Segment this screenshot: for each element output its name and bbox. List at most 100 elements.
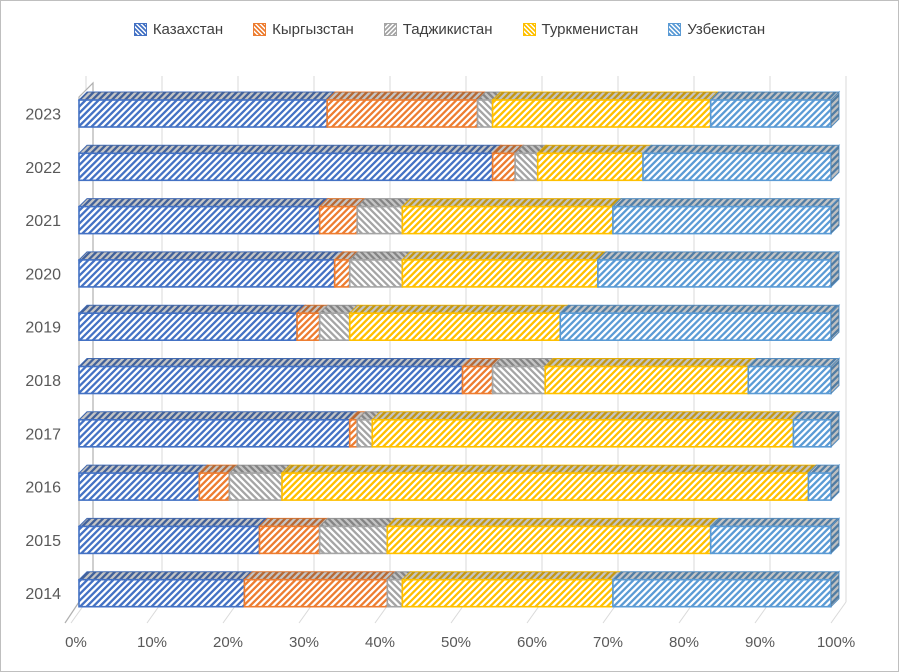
- legend-item-tajikistan: Таджикистан: [383, 21, 493, 38]
- legend-swatch-tajikistan-icon: [383, 23, 397, 36]
- bar-row-2021: 2021: [25, 197, 841, 235]
- x-tick-label: 60%: [517, 634, 547, 651]
- bar-side-face: [830, 410, 840, 449]
- bar-2014-kazakhstan: [77, 571, 254, 608]
- bar-2016-turkmenistan: [280, 464, 818, 501]
- bar-row-2018: 2018: [25, 357, 841, 395]
- legend-item-uzbekistan: Узбекистан: [668, 21, 765, 38]
- bar-2021-uzbekistan: [611, 198, 841, 235]
- bar-2023-tajikistan: [476, 91, 502, 128]
- bar-2020-uzbekistan: [596, 251, 841, 288]
- bar-side-face: [830, 463, 840, 502]
- bar-2022-turkmenistan: [536, 144, 653, 182]
- y-tick-label: 2014: [25, 586, 61, 603]
- y-tick-label: 2018: [25, 373, 61, 390]
- bar-2023-uzbekistan: [709, 91, 841, 128]
- x-tick-label: 30%: [289, 634, 319, 651]
- x-tick-label: 10%: [137, 634, 167, 651]
- y-tick-label: 2023: [25, 107, 61, 124]
- bar-2014-uzbekistan: [611, 571, 841, 608]
- x-tick-label: 0%: [65, 634, 87, 651]
- x-tick-label: 50%: [441, 634, 471, 651]
- legend-item-kyrgyzstan: Кыргызстан: [253, 21, 354, 38]
- bar-side-face: [830, 517, 840, 555]
- legend-item-kazakhstan: Казахстан: [133, 21, 224, 38]
- bar-2015-kyrgyzstan: [258, 517, 329, 555]
- bars: 2023 2022 2021 2020 2019 2018 2017 2016 2015 2014: [25, 90, 841, 608]
- bar-2015-kazakhstan: [77, 517, 269, 555]
- bar-2016-kazakhstan: [77, 464, 209, 501]
- x-tick-label: 70%: [593, 634, 623, 651]
- y-tick-label: 2020: [25, 266, 61, 283]
- bar-side-face: [830, 197, 840, 235]
- bar-2018-uzbekistan: [747, 358, 841, 395]
- bar-2017-tajikistan: [356, 411, 382, 448]
- chart-legend: Казахстан Кыргызстан Таджикистан Туркменист…: [1, 1, 898, 58]
- bar-row-2016: 2016: [25, 463, 841, 502]
- bar-2019-uzbekistan: [559, 304, 841, 342]
- legend-swatch-uzbekistan-icon: [668, 23, 682, 36]
- y-tick-label: 2022: [25, 160, 61, 177]
- x-tick-label: 80%: [669, 634, 699, 651]
- legend-swatch-turkmenistan-icon: [522, 23, 536, 36]
- bar-2022-kyrgyzstan: [491, 144, 525, 182]
- bar-2020-tajikistan: [348, 251, 412, 288]
- bar-2018-kyrgyzstan: [461, 358, 502, 395]
- legend-item-turkmenistan: Туркменистан: [522, 21, 639, 38]
- bar-row-2022: 2022: [25, 144, 841, 182]
- bar-2015-tajikistan: [318, 517, 397, 555]
- x-tick-label: 90%: [745, 634, 775, 651]
- bar-2016-tajikistan: [228, 464, 292, 501]
- bar-2023-kyrgyzstan: [325, 91, 487, 128]
- bar-2014-turkmenistan: [401, 571, 623, 608]
- y-tick-label: 2019: [25, 320, 61, 337]
- x-tick-label: 100%: [817, 634, 855, 651]
- bar-2023-turkmenistan: [491, 91, 720, 128]
- bar-2017-kazakhstan: [77, 411, 359, 448]
- bar-row-2017: 2017: [25, 410, 841, 449]
- bar-2014-kyrgyzstan: [243, 571, 397, 608]
- legend-swatch-kyrgyzstan-icon: [253, 23, 267, 36]
- bar-2022-uzbekistan: [641, 144, 841, 182]
- bar-side-face: [830, 357, 840, 395]
- legend-label-uzbekistan: Узбекистан: [687, 21, 766, 38]
- bar-side-face: [830, 250, 840, 289]
- bar-row-2023: 2023: [25, 90, 841, 129]
- bar-side-face: [830, 90, 840, 129]
- bar-side-face: [830, 303, 840, 342]
- bar-2020-kyrgyzstan: [333, 251, 359, 288]
- bar-2014-tajikistan: [386, 571, 412, 608]
- y-tick-label: 2015: [25, 533, 61, 550]
- bar-2018-kazakhstan: [77, 358, 472, 395]
- bar-row-2014: 2014: [25, 570, 841, 608]
- bar-2019-turkmenistan: [348, 304, 570, 342]
- bar-2018-tajikistan: [491, 358, 555, 395]
- bar-2018-turkmenistan: [544, 358, 758, 395]
- bar-2017-uzbekistan: [792, 411, 841, 448]
- bar-side-face: [830, 144, 840, 182]
- bar-row-2015: 2015: [25, 517, 841, 555]
- bar-row-2019: 2019: [25, 303, 841, 342]
- bar-2021-kyrgyzstan: [318, 198, 367, 235]
- bar-2019-kyrgyzstan: [295, 304, 329, 342]
- bar-2019-tajikistan: [318, 304, 359, 342]
- legend-label-kazakhstan: Казахстан: [152, 21, 224, 38]
- chart-plot: 0% 10% 20% 30% 40% 50% 60% 70% 80% 90% 100%2023202…: [25, 76, 855, 651]
- y-tick-label: 2016: [25, 480, 61, 497]
- bar-2022-tajikistan: [513, 144, 547, 182]
- bar-2015-turkmenistan: [386, 517, 720, 555]
- x-tick-label: 20%: [213, 634, 243, 651]
- bar-2021-tajikistan: [356, 198, 412, 235]
- legend-label-kyrgyzstan: Кыргызстан: [272, 21, 354, 38]
- y-tick-label: 2017: [25, 426, 61, 443]
- bar-side-face: [830, 570, 840, 608]
- bar-2021-turkmenistan: [401, 198, 623, 235]
- bar-2021-kazakhstan: [77, 198, 329, 235]
- y-tick-label: 2021: [25, 213, 61, 230]
- bar-2022-kazakhstan: [77, 144, 502, 182]
- legend-label-turkmenistan: Туркменистан: [541, 21, 639, 38]
- legend-swatch-kazakhstan-icon: [133, 23, 147, 36]
- bar-2017-turkmenistan: [371, 411, 803, 448]
- bar-row-2020: 2020: [25, 250, 841, 289]
